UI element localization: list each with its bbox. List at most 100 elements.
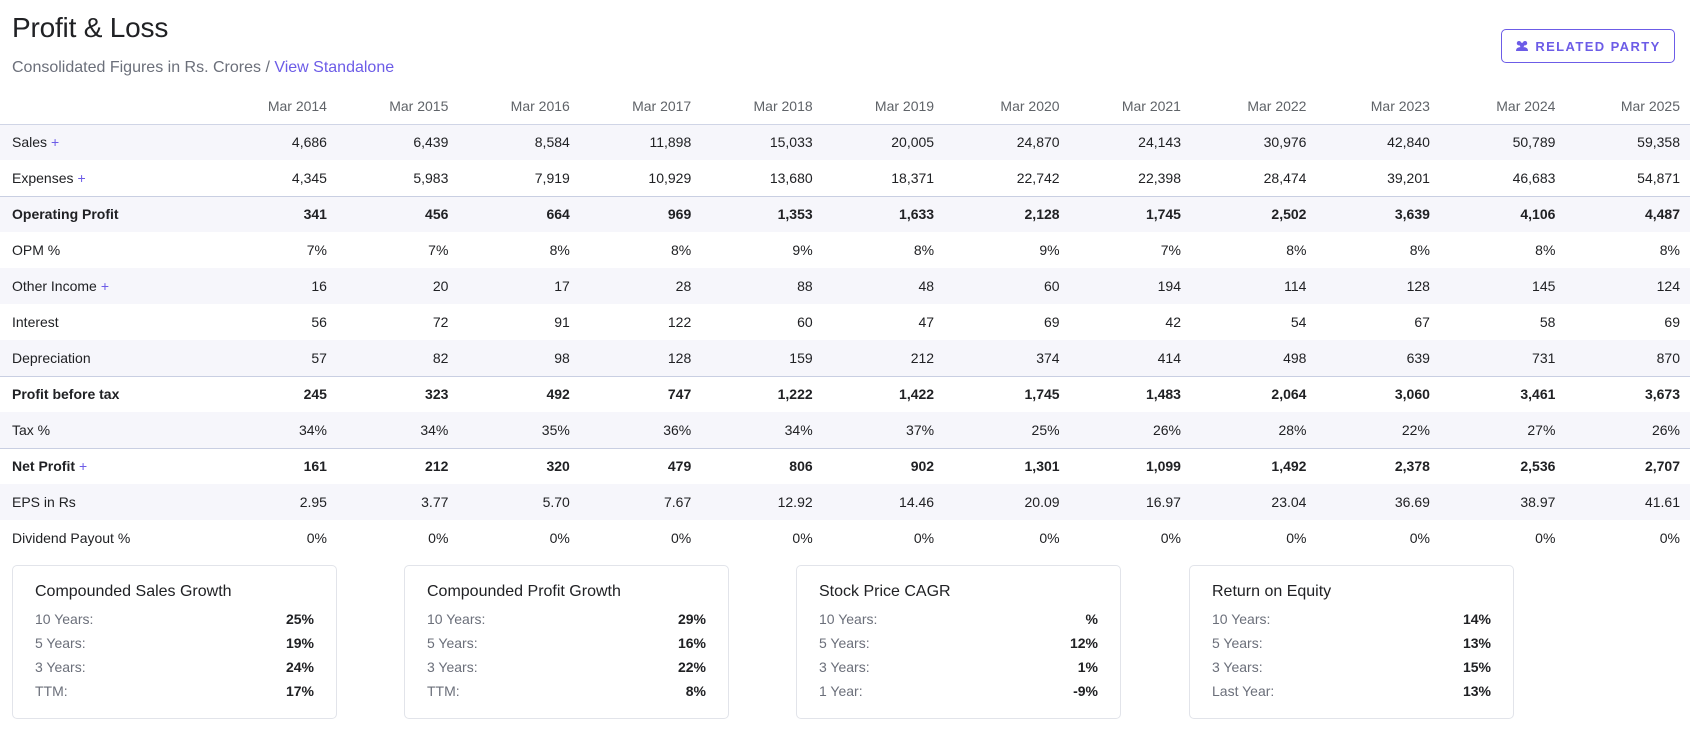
table-cell: 731: [1439, 340, 1566, 376]
table-cell: 0%: [1039, 530, 1060, 546]
column-header: Mar 2021: [1069, 88, 1191, 125]
page-title: Profit & Loss: [12, 12, 169, 43]
table-cell: 341: [212, 195, 337, 232]
table-cell: 212: [822, 340, 945, 376]
table-cell: 194: [1069, 268, 1191, 304]
row-label[interactable]: Other Income +: [0, 268, 213, 304]
table-cell: 161: [212, 447, 337, 484]
row-label[interactable]: Net Profit +: [0, 447, 213, 484]
table-cell: 806: [701, 447, 823, 484]
row-label-text: Other Income: [12, 278, 97, 294]
column-header: Mar 2020: [944, 88, 1070, 125]
row-label[interactable]: Expenses +: [0, 160, 213, 196]
table-cell: 4,686: [212, 124, 337, 160]
table-cell: 98: [458, 340, 580, 376]
column-header: Mar 2016: [458, 88, 580, 125]
table-cell: 374: [944, 340, 1070, 376]
card-row-value: -9%: [1073, 683, 1098, 699]
card-row: 3 Years: 22%: [427, 655, 706, 679]
card-row-label: 10 Years:: [819, 611, 878, 627]
table-cell: 22%: [1316, 412, 1440, 448]
table-cell: 3.77: [336, 484, 459, 520]
table-cell: 114: [1190, 268, 1317, 304]
subtitle-text: Consolidated Figures in Rs. Crores /: [12, 59, 275, 76]
table-cell: 2,378: [1316, 447, 1440, 484]
card-row-label: 3 Years:: [819, 659, 870, 675]
related-party-button[interactable]: RELATED PARTY: [1501, 29, 1675, 63]
table-cell: 20: [336, 268, 459, 304]
row-label: Interest: [0, 304, 213, 340]
column-header: Mar 2014: [212, 88, 337, 125]
card-row-value: 13%: [1462, 683, 1491, 699]
table-cell: 902: [822, 447, 945, 484]
row-label-text: Dividend Payout %: [12, 530, 131, 546]
plus-icon[interactable]: +: [100, 278, 110, 294]
card-row: 10 Years:%: [819, 607, 1098, 631]
users-icon: [1516, 41, 1529, 51]
table-row: Profit before tax 245 323 492 747 1,222 1,422 1…: [0, 375, 1690, 412]
table-cell: 36%: [579, 412, 702, 448]
row-label[interactable]: Sales +: [0, 124, 213, 160]
card-row: 5 Years: 13%: [1212, 631, 1491, 655]
table-row: Operating Profit 341 456 664 969 1,353 1,633 2,…: [0, 195, 1690, 232]
growth-card: Compounded Profit Growth 10 Years: 29% 5 Ye…: [404, 565, 729, 719]
table-cell: 35%: [458, 412, 580, 448]
card-row-value: 25%: [285, 611, 314, 627]
table-cell: 91: [554, 314, 570, 330]
table-cell: 39,201: [1387, 169, 1430, 186]
table-cell: 57: [212, 340, 337, 376]
row-label-text: OPM %: [12, 242, 61, 258]
table-cell: 10,929: [648, 169, 692, 186]
table-cell: 72: [432, 314, 449, 330]
table-cell: 16: [212, 268, 337, 304]
table-cell: 145: [1439, 268, 1566, 304]
card-row: 10 Years: 25%: [35, 607, 314, 631]
table-row: OPM % 7% 7% 8% 8% 9% 8% 9% 7% 8% 8% 8% 8%: [0, 232, 1690, 268]
table-cell: 22,742: [1016, 169, 1060, 186]
card-row-label: 10 Years:: [35, 611, 94, 627]
table-cell: 456: [336, 195, 459, 232]
table-cell: 24,870: [944, 124, 1070, 160]
table-cell: 0%: [549, 530, 570, 546]
table-cell: 13,680: [769, 169, 813, 186]
table-cell: 42: [1165, 314, 1181, 330]
card-row-label: 3 Years:: [427, 659, 478, 675]
table-cell: 16.97: [1069, 484, 1191, 520]
table-cell: 0%: [1160, 530, 1181, 546]
table-cell: 664: [458, 195, 580, 232]
view-standalone-link[interactable]: View Standalone: [274, 59, 395, 76]
card-title: Return on Equity: [1212, 583, 1332, 600]
growth-card: Compounded Sales Growth 10 Years: 25% 5 Yea…: [12, 565, 337, 719]
card-row-value: 19%: [285, 635, 314, 651]
plus-icon[interactable]: +: [79, 458, 88, 475]
table-cell: 0%: [306, 530, 327, 546]
card-row-value: 8%: [685, 683, 706, 699]
table-cell: 212: [336, 447, 459, 484]
table-cell: 14.46: [822, 484, 945, 520]
table-cell: 1,422: [822, 375, 945, 412]
table-row: Sales +4,686 6,439 8,584 11,898 15,033 20,005 2…: [0, 124, 1690, 160]
profit-loss-table: Mar 2014 Mar 2015 Mar 2016 Mar 2017 Mar 2018…: [0, 88, 1690, 556]
table-cell: 2,128: [944, 195, 1070, 232]
table-row: Tax % 34% 34% 35% 36% 34% 37% 25% 26% 28% 22% 27% 26…: [0, 412, 1690, 448]
card-row-value: 22%: [677, 659, 706, 675]
row-label: Dividend Payout %: [0, 520, 213, 556]
table-cell: 28,474: [1263, 169, 1307, 186]
table-cell: 2,536: [1439, 447, 1566, 484]
table-cell: 245: [212, 375, 337, 412]
table-cell: 1,633: [822, 195, 945, 232]
card-row-value: 24%: [285, 659, 314, 675]
table-cell: 25%: [944, 412, 1070, 448]
row-label-text: EPS in Rs: [12, 494, 76, 510]
table-cell: 58: [1539, 314, 1556, 330]
table-cell: 47: [918, 314, 935, 330]
table-cell: 9%: [1039, 242, 1060, 258]
table-cell: 5.70: [458, 484, 580, 520]
card-row-label: 1 Year:: [819, 683, 863, 699]
row-label-text: Net Profit: [12, 458, 75, 475]
table-cell: 3,461: [1439, 375, 1566, 412]
card-row: 5 Years: 19%: [35, 631, 314, 655]
plus-icon[interactable]: +: [51, 134, 60, 151]
table-cell: 23.04: [1190, 484, 1317, 520]
plus-icon[interactable]: +: [77, 169, 86, 186]
